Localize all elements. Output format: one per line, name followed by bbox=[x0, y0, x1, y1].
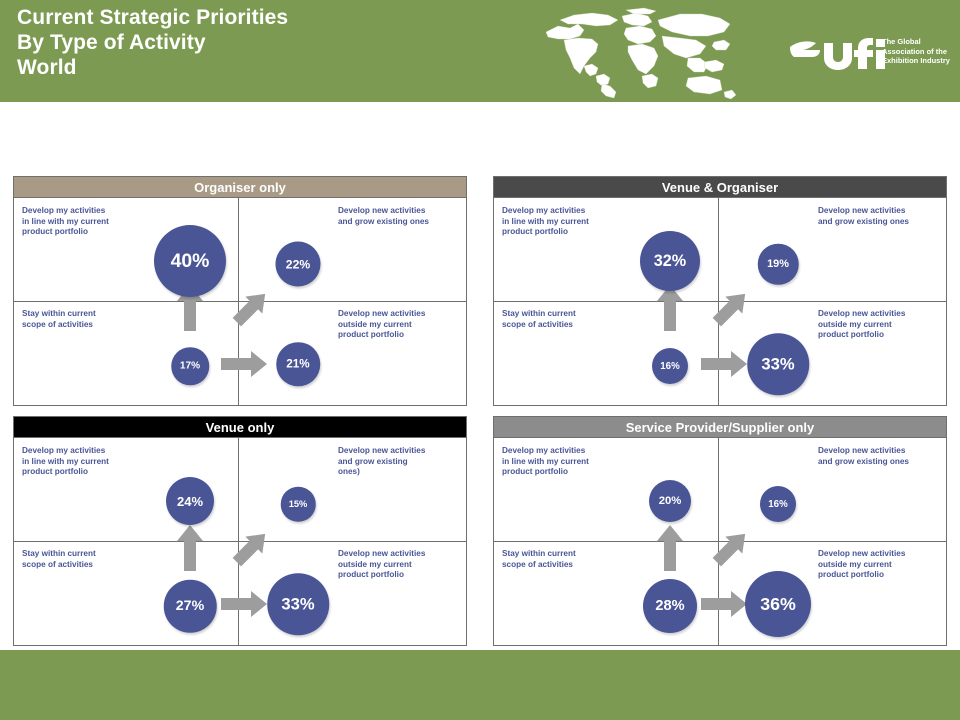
panel-service-provider-supplier-only: Service Provider/Supplier only Develop m… bbox=[493, 416, 947, 646]
panel-title: Organiser only bbox=[13, 176, 467, 198]
quadrant-label-top-right: Develop new activities and grow existing… bbox=[338, 446, 426, 476]
arrow-right-icon bbox=[221, 591, 267, 617]
grid-hline bbox=[14, 541, 466, 542]
quadrant-label-bottom-left: Stay within current scope of activities bbox=[22, 549, 96, 569]
ufi-logo: The Global Association of the Exhibition… bbox=[790, 33, 950, 73]
header-band: Current Strategic Priorities By Type of … bbox=[0, 0, 960, 102]
arrow-up-icon bbox=[657, 525, 683, 571]
panel-title: Venue only bbox=[13, 416, 467, 438]
quadrant-matrix: Develop my activities in line with my cu… bbox=[493, 438, 947, 646]
world-map-icon bbox=[540, 6, 740, 102]
bubble-top-left: 40% bbox=[154, 225, 226, 297]
grid-hline bbox=[494, 301, 946, 302]
arrow-right-icon bbox=[701, 351, 747, 377]
quadrant-label-bottom-right: Develop new activities outside my curren… bbox=[338, 309, 426, 339]
bubble-bottom-left: 16% bbox=[652, 348, 688, 384]
quadrant-label-top-right: Develop new activities and grow existing… bbox=[818, 206, 909, 226]
arrow-right-icon bbox=[221, 351, 267, 377]
arrow-up-icon bbox=[657, 285, 683, 331]
arrow-diagonal-icon bbox=[709, 526, 753, 570]
panel-organiser-only: Organiser only Develop my activities in … bbox=[13, 176, 467, 406]
quadrant-label-top-left: Develop my activities in line with my cu… bbox=[502, 206, 589, 236]
quadrant-label-top-left: Develop my activities in line with my cu… bbox=[22, 206, 109, 236]
quadrant-label-bottom-right: Develop new activities outside my curren… bbox=[338, 549, 426, 579]
panel-title: Venue & Organiser bbox=[493, 176, 947, 198]
grid-hline bbox=[494, 541, 946, 542]
bubble-bottom-right: 33% bbox=[267, 573, 329, 635]
grid-vline bbox=[718, 198, 719, 405]
quadrant-label-top-right: Develop new activities and grow existing… bbox=[818, 446, 909, 466]
bubble-bottom-right: 21% bbox=[276, 342, 320, 386]
grid-vline bbox=[718, 438, 719, 645]
bubble-top-right: 19% bbox=[757, 243, 799, 285]
quadrant-label-bottom-left: Stay within current scope of activities bbox=[502, 549, 576, 569]
footer-band bbox=[0, 650, 960, 720]
bubble-top-right: 15% bbox=[280, 486, 316, 522]
bubble-top-left: 32% bbox=[640, 231, 700, 291]
bubble-top-right: 16% bbox=[760, 486, 796, 522]
quadrant-label-top-left: Develop my activities in line with my cu… bbox=[22, 446, 109, 476]
quadrant-label-bottom-right: Develop new activities outside my curren… bbox=[818, 549, 906, 579]
bubble-top-right: 22% bbox=[275, 241, 321, 287]
bubble-bottom-left: 27% bbox=[163, 579, 217, 633]
bubble-bottom-right: 36% bbox=[745, 571, 811, 637]
quadrant-label-bottom-left: Stay within current scope of activities bbox=[22, 309, 96, 329]
panel-title: Service Provider/Supplier only bbox=[493, 416, 947, 438]
quadrant-matrix: Develop my activities in line with my cu… bbox=[13, 438, 467, 646]
bubble-top-left: 20% bbox=[649, 480, 691, 522]
arrow-diagonal-icon bbox=[229, 286, 273, 330]
arrow-diagonal-icon bbox=[229, 526, 273, 570]
ufi-tagline: The Global Association of the Exhibition… bbox=[882, 37, 950, 65]
quadrant-label-bottom-left: Stay within current scope of activities bbox=[502, 309, 576, 329]
bubble-bottom-left: 28% bbox=[643, 579, 697, 633]
bubble-bottom-left: 17% bbox=[171, 347, 209, 385]
grid-hline bbox=[14, 301, 466, 302]
bubble-bottom-right: 33% bbox=[747, 333, 809, 395]
ufi-wordmark-icon bbox=[790, 37, 886, 71]
arrow-diagonal-icon bbox=[709, 286, 753, 330]
panel-venue-only: Venue only Develop my activities in line… bbox=[13, 416, 467, 646]
quadrant-label-top-right: Develop new activities and grow existing… bbox=[338, 206, 429, 226]
arrow-up-icon bbox=[177, 525, 203, 571]
page-title: Current Strategic Priorities By Type of … bbox=[17, 6, 289, 79]
grid-vline bbox=[238, 198, 239, 405]
quadrant-label-bottom-right: Develop new activities outside my curren… bbox=[818, 309, 906, 339]
grid-vline bbox=[238, 438, 239, 645]
quadrant-matrix: Develop my activities in line with my cu… bbox=[493, 198, 947, 406]
quadrant-matrix: Develop my activities in line with my cu… bbox=[13, 198, 467, 406]
panel-venue-and-organiser: Venue & Organiser Develop my activities … bbox=[493, 176, 947, 406]
arrow-right-icon bbox=[701, 591, 747, 617]
quadrant-label-top-left: Develop my activities in line with my cu… bbox=[502, 446, 589, 476]
bubble-top-left: 24% bbox=[166, 477, 214, 525]
